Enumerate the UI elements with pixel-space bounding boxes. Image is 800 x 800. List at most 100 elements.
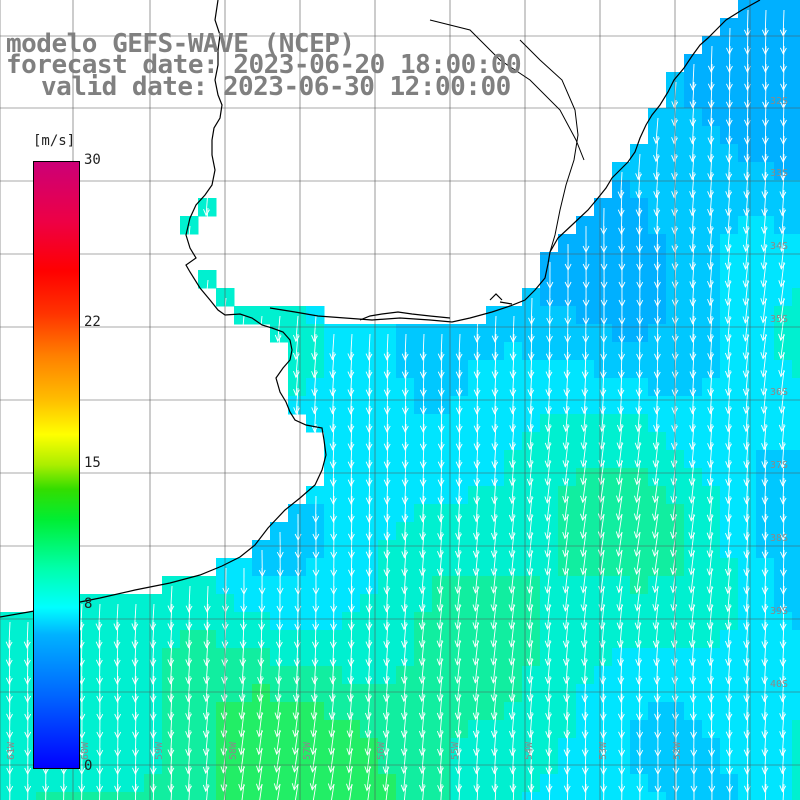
- wind-speed-cell: [450, 738, 469, 757]
- wind-arrow: [743, 693, 751, 721]
- wind-arrow: [95, 603, 103, 631]
- wind-arrow: [527, 711, 534, 739]
- wind-speed-cell: [702, 36, 721, 55]
- wind-arrow: [239, 639, 247, 667]
- wind-speed-cell: [576, 450, 595, 469]
- wind-speed-cell: [288, 792, 307, 800]
- wind-speed-cell: [612, 774, 631, 793]
- wind-speed-cell: [306, 738, 325, 757]
- wind-speed-cell: [234, 702, 253, 721]
- wind-arrow: [548, 783, 551, 800]
- wind-speed-cell: [540, 252, 559, 271]
- wind-arrow: [5, 621, 13, 649]
- wind-arrow: [635, 207, 643, 235]
- wind-speed-cell: [594, 792, 613, 800]
- wind-speed-cell: [738, 432, 757, 451]
- wind-speed-cell: [90, 738, 109, 757]
- wind-speed-cell: [486, 306, 505, 325]
- wind-speed-cell: [594, 594, 613, 613]
- wind-arrow: [743, 441, 751, 469]
- wind-speed-cell: [432, 558, 451, 577]
- wind-speed-cell: [306, 324, 325, 343]
- wind-arrow: [203, 585, 211, 613]
- wind-arrow: [383, 477, 391, 505]
- wind-arrow: [689, 369, 697, 397]
- wind-arrow: [743, 117, 751, 145]
- wind-arrow: [473, 333, 481, 361]
- wind-arrow: [653, 351, 661, 379]
- wind-speed-cell: [414, 702, 433, 721]
- wind-arrow: [725, 99, 733, 127]
- wind-speed-cell: [612, 486, 631, 505]
- wind-arrow: [330, 495, 337, 523]
- wind-arrow: [743, 189, 750, 217]
- wind-arrow: [742, 387, 750, 415]
- wind-arrow: [761, 135, 769, 163]
- wind-arrow: [725, 405, 732, 433]
- wind-speed-cell: [180, 702, 199, 721]
- wind-arrow: [273, 747, 281, 773]
- wind-arrow: [527, 315, 535, 343]
- wind-arrow: [239, 621, 247, 649]
- wind-speed-cell: [720, 630, 739, 649]
- wind-arrow: [437, 477, 445, 505]
- wind-arrow: [743, 567, 751, 595]
- wind-speed-cell: [36, 774, 55, 793]
- wind-speed-cell: [684, 558, 703, 577]
- wind-speed-cell: [774, 396, 793, 415]
- wind-speed-cell: [432, 738, 451, 757]
- wind-arrow: [581, 369, 589, 397]
- wind-speed-cell: [558, 504, 577, 523]
- wind-speed-cell: [630, 630, 649, 649]
- wind-speed-cell: [558, 288, 577, 307]
- wind-speed-cell: [702, 576, 721, 595]
- wind-speed-cell: [702, 324, 721, 343]
- wind-speed-cell: [396, 324, 415, 343]
- wind-arrow: [311, 657, 319, 685]
- wind-speed-cell: [504, 486, 523, 505]
- wind-speed-cell: [504, 450, 523, 469]
- wind-arrow: [473, 765, 481, 793]
- wind-speed-cell: [522, 432, 541, 451]
- wind-speed-cell: [738, 0, 757, 19]
- wind-speed-cell: [522, 666, 541, 685]
- wind-arrow: [707, 423, 714, 451]
- wind-speed-cell: [288, 702, 307, 721]
- wind-speed-cell: [324, 576, 343, 595]
- wind-speed-cell: [468, 612, 487, 631]
- wind-speed-cell: [252, 540, 271, 559]
- wind-arrow: [545, 369, 553, 397]
- wind-arrow: [617, 387, 625, 415]
- wind-arrow: [780, 45, 787, 73]
- wind-speed-cell: [792, 234, 800, 253]
- wind-arrow: [725, 729, 733, 757]
- wind-arrow: [149, 711, 157, 739]
- wind-speed-cell: [324, 540, 343, 559]
- wind-arrow: [329, 621, 337, 649]
- wind-arrow: [761, 495, 769, 523]
- wind-arrow: [707, 405, 715, 433]
- wind-arrow: [545, 675, 552, 703]
- wind-speed-cell: [612, 252, 631, 271]
- wind-arrow: [149, 657, 157, 685]
- wind-arrow: [707, 261, 714, 289]
- wind-arrow: [113, 621, 121, 649]
- wind-speed-cell: [612, 468, 631, 487]
- wind-arrow: [291, 765, 299, 791]
- wind-arrow: [762, 27, 769, 55]
- wind-arrow: [347, 477, 355, 505]
- wind-speed-cell: [522, 594, 541, 613]
- wind-speed-cell: [738, 216, 757, 235]
- wind-speed-cell: [324, 738, 343, 757]
- wind-arrow: [743, 549, 751, 577]
- colorbar-tick-label: 15: [84, 455, 101, 471]
- wind-arrow: [711, 783, 713, 800]
- wind-speed-cell: [612, 414, 631, 433]
- latitude-label: 35S: [770, 314, 788, 325]
- wind-arrow: [743, 675, 751, 703]
- wind-arrow: [545, 765, 553, 793]
- wind-arrow: [455, 405, 463, 433]
- wind-arrow: [636, 693, 643, 721]
- wind-speed-cell: [540, 450, 559, 469]
